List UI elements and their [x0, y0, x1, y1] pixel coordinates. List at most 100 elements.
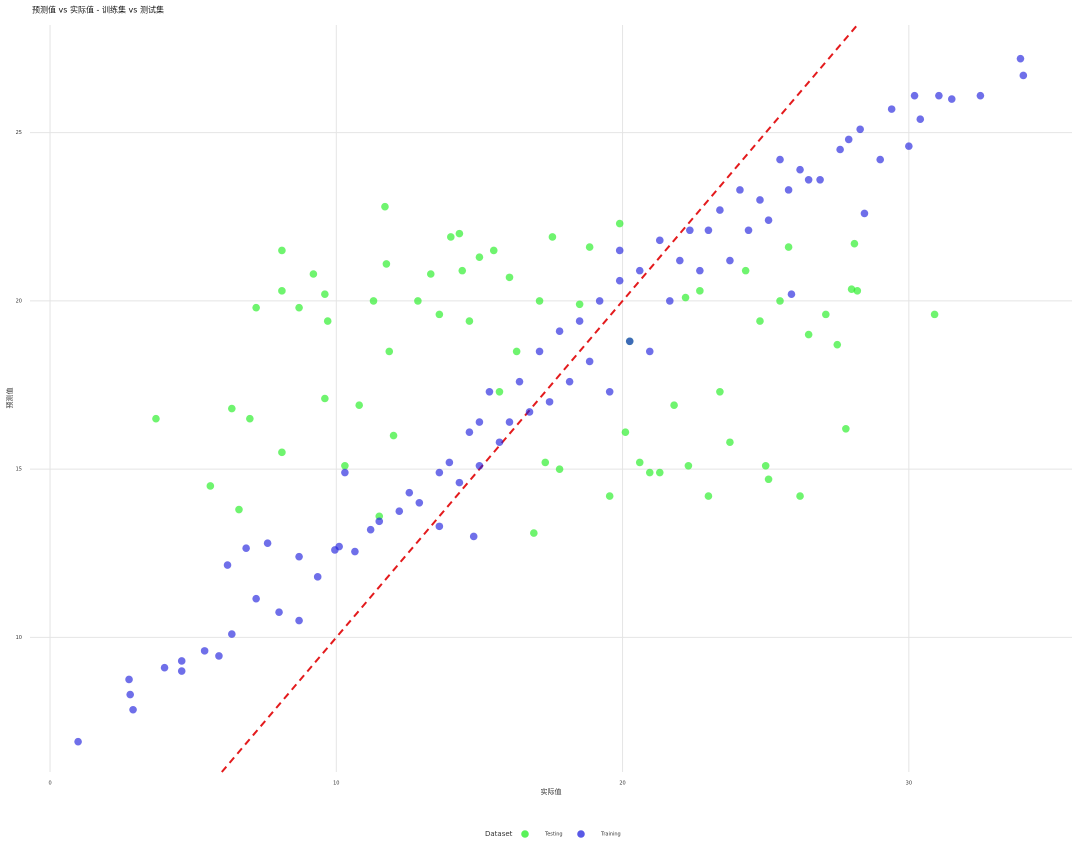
- point: [704, 226, 713, 235]
- point: [635, 266, 644, 275]
- point: [200, 647, 209, 655]
- point: [382, 260, 391, 268]
- point: [152, 414, 160, 423]
- point: [764, 216, 773, 224]
- point: [935, 91, 943, 100]
- point: [910, 91, 919, 100]
- point: [206, 482, 215, 490]
- point: [405, 488, 414, 497]
- point: [761, 461, 770, 470]
- point: [435, 310, 444, 319]
- point: [129, 705, 137, 714]
- point: [366, 525, 375, 534]
- point: [585, 357, 594, 366]
- point: [545, 398, 554, 406]
- point: [784, 243, 793, 251]
- point: [548, 233, 557, 241]
- point: [489, 246, 498, 255]
- point: [756, 317, 764, 325]
- point: [309, 270, 318, 278]
- point: [575, 300, 584, 309]
- x-tick-label: 0: [48, 781, 51, 787]
- x-tick-label: 10: [333, 781, 339, 787]
- point: [242, 544, 250, 553]
- point: [860, 209, 869, 218]
- point: [645, 347, 654, 356]
- point: [726, 438, 734, 447]
- point: [512, 347, 521, 356]
- point: [426, 270, 435, 278]
- point: [505, 273, 514, 282]
- point: [381, 202, 389, 211]
- point: [447, 233, 455, 241]
- point: [535, 297, 544, 305]
- legend-marker: [521, 830, 529, 838]
- point: [776, 155, 784, 164]
- point: [458, 266, 467, 275]
- point: [126, 690, 134, 699]
- point: [228, 630, 236, 638]
- point: [856, 125, 864, 134]
- point: [263, 539, 272, 547]
- point: [389, 431, 398, 440]
- point: [252, 594, 260, 603]
- point: [505, 418, 514, 426]
- point: [716, 387, 724, 396]
- point: [850, 239, 859, 248]
- point: [930, 310, 939, 319]
- point: [804, 175, 813, 184]
- point: [177, 657, 186, 665]
- point: [655, 236, 664, 245]
- chart-title: 预测值 vs 实际值 - 训练集 vs 测试集: [32, 5, 164, 15]
- y-tick-label: 25: [16, 130, 22, 136]
- point: [842, 424, 850, 433]
- point: [465, 428, 474, 436]
- point: [415, 499, 424, 507]
- legend-title: Dataset: [485, 830, 513, 838]
- point: [295, 616, 303, 625]
- point: [252, 303, 260, 312]
- point: [295, 303, 303, 312]
- point: [313, 573, 322, 581]
- legend-label: Training: [600, 832, 621, 838]
- point: [836, 145, 844, 154]
- point: [341, 461, 349, 470]
- point: [615, 219, 624, 228]
- point: [704, 492, 713, 500]
- point: [876, 155, 885, 164]
- point: [235, 505, 243, 514]
- point: [696, 266, 704, 275]
- point: [435, 522, 444, 531]
- point: [887, 105, 896, 113]
- point: [160, 663, 169, 672]
- point: [565, 377, 574, 386]
- point: [351, 547, 359, 556]
- point: [756, 196, 764, 204]
- point: [435, 468, 444, 477]
- point: [816, 175, 824, 184]
- point: [455, 229, 464, 238]
- point: [853, 287, 862, 295]
- point: [575, 317, 584, 325]
- x-tick-label: 30: [906, 781, 912, 787]
- point: [621, 428, 630, 436]
- point: [495, 387, 504, 396]
- point: [696, 287, 704, 295]
- point: [764, 475, 773, 484]
- point: [485, 387, 494, 396]
- point: [655, 468, 664, 477]
- point: [495, 438, 504, 447]
- point: [796, 492, 804, 500]
- point: [635, 458, 644, 467]
- point: [976, 91, 985, 100]
- point: [615, 276, 624, 285]
- point: [278, 246, 286, 255]
- point: [369, 297, 378, 305]
- point: [341, 468, 349, 477]
- point: [833, 340, 842, 349]
- x-axis-title: 实际值: [541, 787, 562, 796]
- point: [555, 327, 564, 336]
- point: [555, 465, 564, 473]
- point: [295, 552, 303, 561]
